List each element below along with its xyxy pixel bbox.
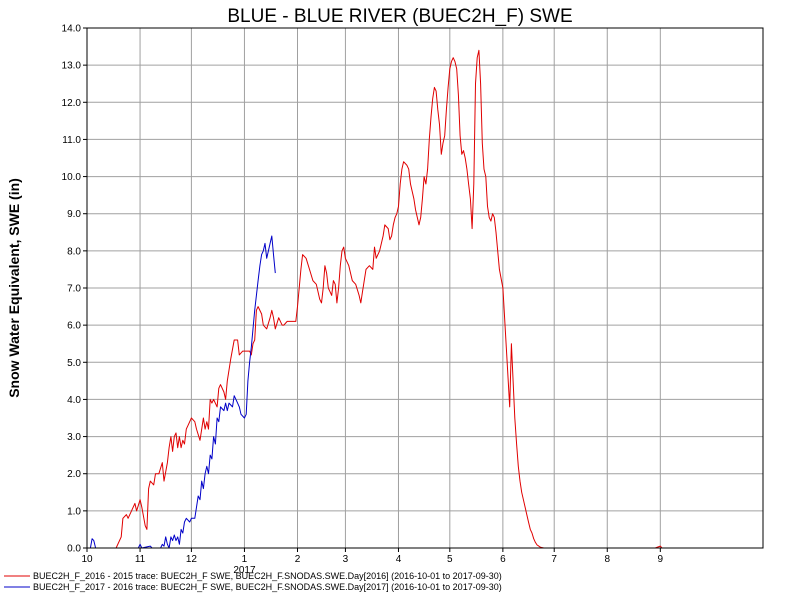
y-tick-label: 1.0 bbox=[67, 506, 81, 517]
x-tick-label: 1 bbox=[242, 554, 248, 565]
series-lines bbox=[87, 49, 710, 549]
x-tick-label: 6 bbox=[500, 554, 506, 565]
x-tick-label: 4 bbox=[396, 554, 402, 565]
y-tick-label: 4.0 bbox=[67, 395, 81, 406]
x-tick-label: 8 bbox=[604, 554, 610, 565]
legend: BUEC2H_F_2016 - 2015 trace: BUEC2H_F SWE… bbox=[4, 571, 502, 592]
legend-label-2: BUEC2H_F_2017 - 2016 trace: BUEC2H_F SWE… bbox=[33, 582, 502, 592]
x-tick-label: 11 bbox=[135, 554, 146, 565]
x-tick-label: 3 bbox=[343, 554, 349, 565]
y-tick-label: 12.0 bbox=[62, 98, 82, 109]
y-tick-label: 3.0 bbox=[67, 432, 81, 443]
y-tick-label: 7.0 bbox=[67, 284, 81, 295]
y-tick-label: 8.0 bbox=[67, 246, 81, 257]
y-tick-label: 9.0 bbox=[67, 209, 81, 220]
legend-label-1: BUEC2H_F_2016 - 2015 trace: BUEC2H_F SWE… bbox=[33, 571, 502, 581]
y-tick-label: 2.0 bbox=[67, 469, 81, 480]
series-line-2 bbox=[87, 235, 276, 549]
x-tick-label: 2 bbox=[295, 554, 301, 565]
chart-title: BLUE - BLUE RIVER (BUEC2H_F) SWE bbox=[227, 6, 572, 27]
y-tick-label: 14.0 bbox=[62, 24, 82, 35]
x-year-label: 2017 bbox=[233, 565, 256, 576]
y-tick-label: 13.0 bbox=[62, 61, 82, 72]
x-tick-label: 7 bbox=[551, 554, 557, 565]
y-tick-label: 10.0 bbox=[62, 172, 82, 183]
axis-ticks: 0.01.02.03.04.05.06.07.08.09.010.011.012… bbox=[62, 24, 664, 577]
y-tick-label: 0.0 bbox=[67, 544, 81, 555]
y-tick-label: 6.0 bbox=[67, 321, 81, 332]
x-tick-label: 10 bbox=[81, 554, 93, 565]
x-tick-label: 12 bbox=[186, 554, 198, 565]
series-line-1 bbox=[87, 49, 710, 549]
grid-lines bbox=[86, 27, 763, 549]
x-tick-label: 5 bbox=[447, 554, 453, 565]
y-axis-label: Snow Water Equivalent, SWE (in) bbox=[6, 178, 22, 398]
y-tick-label: 5.0 bbox=[67, 358, 81, 369]
y-tick-label: 11.0 bbox=[62, 135, 81, 146]
x-tick-label: 9 bbox=[658, 554, 664, 565]
